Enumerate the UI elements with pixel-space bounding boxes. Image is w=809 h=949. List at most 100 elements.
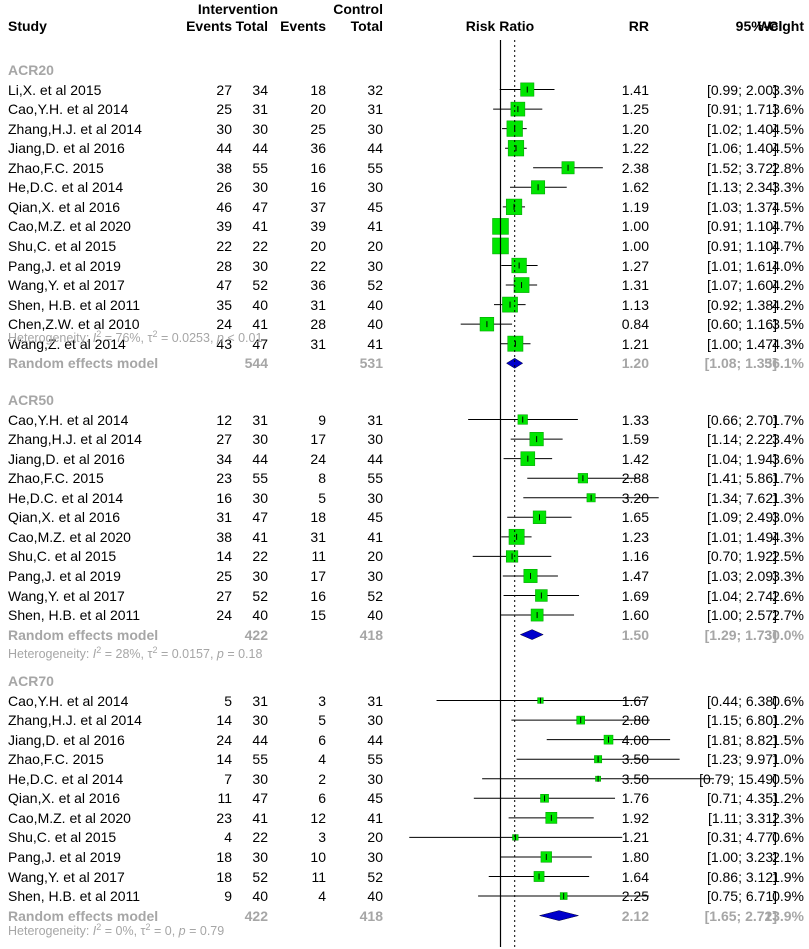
tau2-superscript: 2 [145,922,151,932]
study-name: Pang,J. et al 2019 [8,567,121,584]
heterogeneity-text: Heterogeneity: I2 = 0%, τ2 = 0, p = 0.79 [8,919,224,939]
intervention-events: 12 [216,411,232,428]
intervention-total: 52 [252,277,268,294]
header-rr: RR [628,18,649,34]
p-value: = 0.79 [185,924,225,939]
intervention-events: 24 [216,731,232,748]
i2-superscript: 2 [96,329,102,339]
control-total: 45 [367,509,383,526]
intervention-total: 55 [252,159,268,176]
study-name: Cao,M.Z. et al 2020 [8,218,131,235]
study-name: Qian,X. et al 2016 [8,198,121,215]
weight-value: 4.5% [772,198,804,215]
control-total: 30 [367,712,383,729]
study-row: Zhao,F.C. 2015 23 55 8 55 2.88 [1.41; 5.86] 1.7… [0,468,809,488]
ci-value: [0.60; 1.16] [706,316,777,333]
ci-value: [1.41; 5.86] [706,470,777,487]
rr-value: 1.22 [621,140,649,157]
intervention-total: 44 [252,731,268,748]
study-name: Wang,Z. et al 2014 [8,335,126,352]
study-row: Wang,Y. et al 2017 27 52 16 52 1.69 [1.04; 2.7… [0,586,809,606]
pooled-row: Random effects model 422 418 2.12 [1.65; 2.7… [0,906,809,926]
study-name: Chen,Z.W. et al 2010 [8,316,140,333]
header-control: Control [333,1,383,17]
p-symbol: p [216,331,224,346]
control-events: 3 [318,692,326,709]
control-total: 32 [367,81,383,98]
ci-value: [1.01; 1.61] [706,257,777,274]
intervention-events: 9 [224,888,232,905]
intervention-events: 24 [216,316,232,333]
study-row: Pang,J. et al 2019 18 30 10 30 1.80 [1.00; 3.2… [0,847,809,867]
weight-value: 2.5% [772,548,804,565]
control-events: 16 [310,179,326,196]
i2-value: = 0%, [101,924,141,939]
rr-value: 1.64 [621,868,649,885]
control-events: 31 [310,528,326,545]
control-total: 30 [367,489,383,506]
p-value: = 0.18 [223,647,263,662]
intervention-events: 38 [216,528,232,545]
intervention-events: 11 [217,790,232,807]
pooled-diamond [506,357,524,369]
study-name: Shen, H.B. et al 2011 [8,607,141,624]
intervention-events: 27 [216,587,232,604]
ci-value: [1.02; 1.40] [706,120,777,137]
pooled-weight: 13.9% [764,907,804,924]
intervention-total: 41 [252,316,268,333]
intervention-total: 47 [252,790,268,807]
subgroup-row: ACR50 [0,390,809,410]
rr-value: 1.33 [621,411,649,428]
study-row: Shu,C. et al 2015 22 22 20 20 1.00 [0.91; 1.10… [0,236,809,256]
control-events: 36 [310,277,326,294]
study-row: Jiang,D. et al 2016 34 44 24 44 1.42 [1.04; 1.… [0,449,809,469]
control-events: 11 [311,868,326,885]
ci-value: [1.00; 2.57] [706,607,777,624]
study-name: Zhao,F.C. 2015 [8,751,104,768]
ci-value: [0.66; 2.70] [706,411,777,428]
control-total: 20 [367,548,383,565]
study-name: Cao,Y.H. et al 2014 [8,411,129,428]
ci-value: [1.15; 6.80] [706,712,777,729]
intervention-total: 47 [252,198,268,215]
control-events: 18 [310,509,326,526]
tau2-symbol: τ [140,924,146,939]
control-total: 44 [367,450,383,467]
control-total: 40 [367,296,383,313]
rr-value: 1.59 [621,431,649,448]
control-total: 20 [367,829,383,846]
study-name: Shen, H.B. et al 2011 [8,296,141,313]
weight-value: 1.7% [772,411,804,428]
heterogeneity-prefix: Heterogeneity: [8,647,93,662]
header-study: Study [8,18,47,34]
ci-value: [1.23; 9.97] [706,751,777,768]
pooled-weight: 56.1% [764,355,804,372]
rr-value: 1.13 [621,296,649,313]
tau2-symbol: τ [147,647,153,662]
control-events: 24 [310,450,326,467]
header-weight: Weight [757,18,804,34]
weight-value: 3.4% [772,431,804,448]
ci-value: [0.91; 1.10] [706,237,777,254]
pooled-weight: 30.0% [764,626,804,643]
rr-value: 1.47 [621,567,649,584]
weight-value: 1.2% [772,712,804,729]
control-events: 20 [310,237,326,254]
i2-value: = 76%, [101,331,148,346]
study-row: Wang,Y. et al 2017 18 52 11 52 1.64 [0.86; 3.1… [0,867,809,887]
pooled-rr: 1.50 [621,626,649,643]
intervention-total: 30 [252,489,268,506]
intervention-events: 47 [216,277,232,294]
pooled-row: Random effects model 422 418 1.50 [1.29; 1.7… [0,625,809,645]
study-row: Jiang,D. et al 2016 44 44 36 44 1.22 [1.06; 1.… [0,138,809,158]
intervention-events: 22 [216,237,232,254]
i2-symbol: I [92,924,97,939]
weight-value: 4.7% [772,218,804,235]
ci-value: [1.11; 3.31] [707,809,777,826]
intervention-events: 46 [216,198,232,215]
control-total: 30 [367,431,383,448]
control-total: 20 [367,237,383,254]
weight-value: 1.7% [772,470,804,487]
control-events: 22 [310,257,326,274]
